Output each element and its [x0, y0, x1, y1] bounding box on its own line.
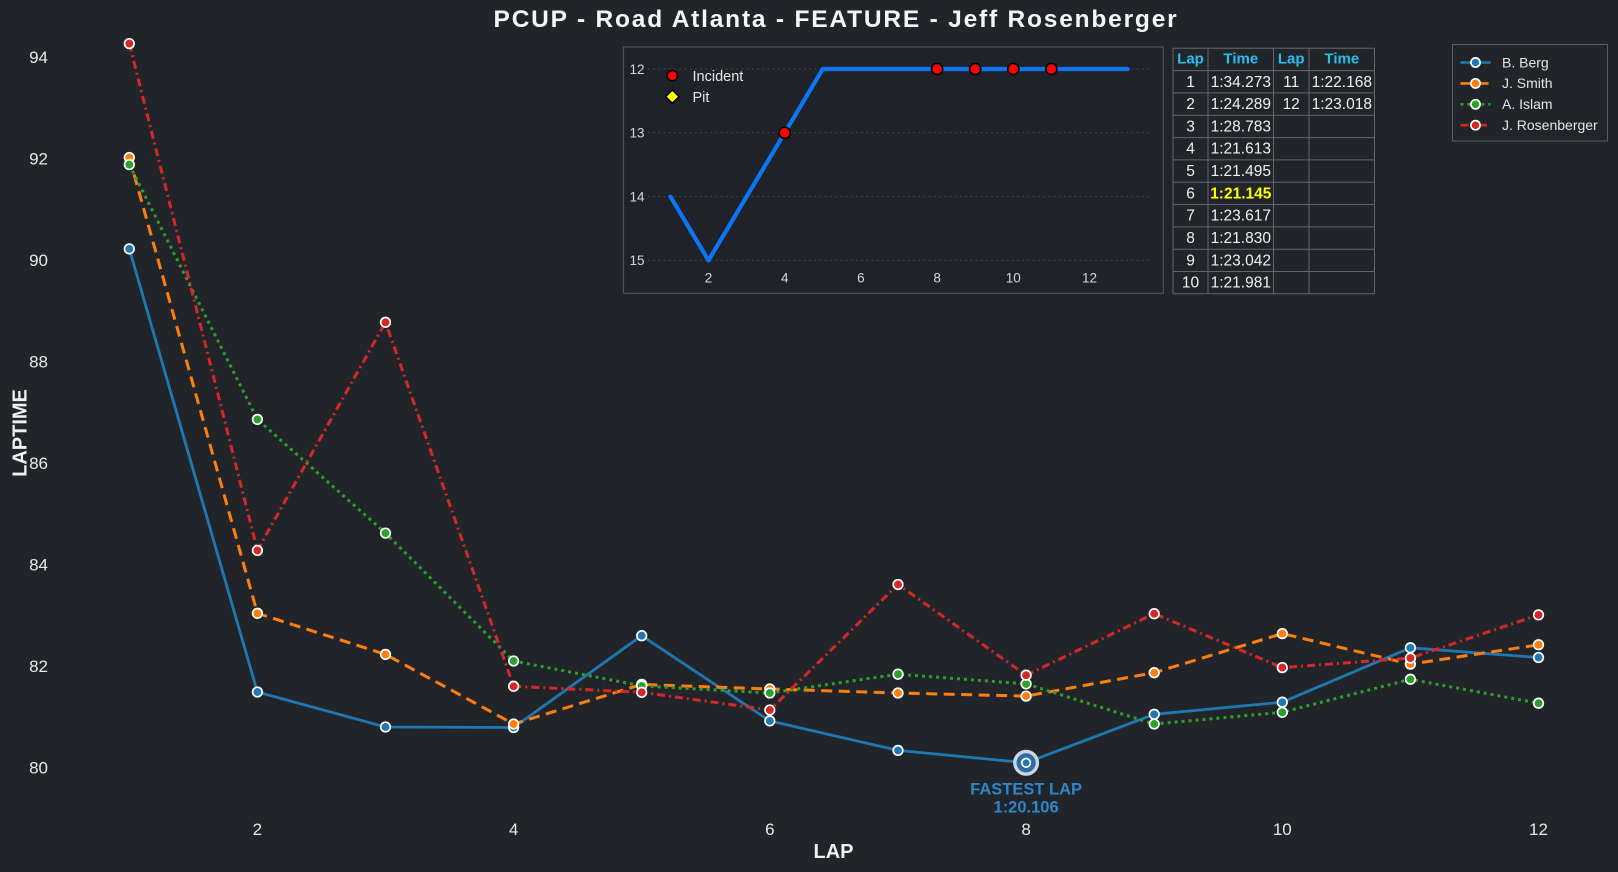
- svg-text:1:21.145: 1:21.145: [1210, 185, 1272, 202]
- svg-text:1:23.018: 1:23.018: [1312, 96, 1372, 113]
- svg-text:Time: Time: [1324, 50, 1359, 67]
- svg-text:1:34.273: 1:34.273: [1211, 74, 1271, 91]
- svg-text:PCUP - Road Atlanta - FEATURE: PCUP - Road Atlanta - FEATURE - Jeff Ros…: [494, 6, 1179, 33]
- svg-text:10: 10: [1182, 275, 1200, 292]
- svg-text:1:23.042: 1:23.042: [1211, 252, 1271, 269]
- svg-text:84: 84: [29, 556, 48, 575]
- svg-text:11: 11: [1283, 74, 1299, 91]
- svg-text:12: 12: [1082, 270, 1097, 285]
- svg-text:LAPTIME: LAPTIME: [10, 389, 32, 477]
- svg-text:2: 2: [253, 820, 262, 839]
- svg-text:12: 12: [1283, 96, 1300, 113]
- svg-text:8: 8: [1021, 820, 1030, 839]
- svg-text:6: 6: [765, 820, 774, 839]
- svg-text:86: 86: [29, 454, 48, 473]
- svg-text:J. Rosenberger: J. Rosenberger: [1502, 117, 1598, 133]
- svg-text:1:28.783: 1:28.783: [1211, 118, 1271, 135]
- svg-text:1:21.981: 1:21.981: [1211, 275, 1271, 292]
- svg-text:1:24.289: 1:24.289: [1211, 96, 1271, 113]
- svg-text:Lap: Lap: [1177, 50, 1204, 67]
- svg-text:94: 94: [29, 48, 48, 67]
- svg-text:8: 8: [1186, 230, 1195, 247]
- svg-text:10: 10: [1273, 820, 1292, 839]
- svg-text:1:21.613: 1:21.613: [1211, 141, 1271, 158]
- svg-text:82: 82: [29, 657, 48, 676]
- svg-text:10: 10: [1006, 270, 1021, 285]
- svg-text:90: 90: [29, 251, 48, 270]
- svg-text:Time: Time: [1223, 50, 1258, 67]
- svg-text:A. Islam: A. Islam: [1502, 96, 1553, 112]
- svg-text:6: 6: [857, 270, 865, 285]
- svg-text:92: 92: [29, 150, 48, 169]
- svg-text:88: 88: [29, 353, 48, 372]
- svg-text:4: 4: [781, 270, 789, 285]
- svg-text:Pit: Pit: [693, 90, 710, 106]
- svg-text:FASTEST LAP: FASTEST LAP: [970, 781, 1082, 799]
- svg-text:Lap: Lap: [1278, 50, 1305, 67]
- svg-text:Incident: Incident: [693, 69, 744, 85]
- svg-text:80: 80: [29, 759, 48, 778]
- svg-text:1:21.830: 1:21.830: [1211, 230, 1272, 247]
- svg-text:LAP: LAP: [814, 841, 854, 863]
- svg-text:7: 7: [1186, 208, 1195, 225]
- svg-text:4: 4: [1186, 141, 1195, 158]
- svg-text:2: 2: [1186, 96, 1195, 113]
- svg-text:J. Smith: J. Smith: [1502, 75, 1553, 91]
- svg-text:8: 8: [933, 270, 941, 285]
- svg-text:9: 9: [1186, 252, 1195, 269]
- svg-text:12: 12: [1529, 820, 1548, 839]
- svg-text:13: 13: [629, 126, 644, 141]
- svg-text:2: 2: [705, 270, 713, 285]
- svg-text:4: 4: [509, 820, 518, 839]
- svg-text:1: 1: [1186, 74, 1195, 91]
- svg-text:1:22.168: 1:22.168: [1312, 74, 1372, 91]
- svg-text:1:21.495: 1:21.495: [1211, 163, 1271, 180]
- svg-text:12: 12: [629, 62, 644, 77]
- svg-text:1:20.106: 1:20.106: [994, 799, 1059, 817]
- svg-text:1:23.617: 1:23.617: [1211, 208, 1271, 225]
- svg-text:3: 3: [1186, 118, 1195, 135]
- svg-text:15: 15: [629, 253, 644, 268]
- svg-text:B. Berg: B. Berg: [1502, 54, 1549, 70]
- svg-text:6: 6: [1186, 185, 1195, 202]
- svg-text:14: 14: [629, 189, 645, 204]
- svg-text:5: 5: [1186, 163, 1195, 180]
